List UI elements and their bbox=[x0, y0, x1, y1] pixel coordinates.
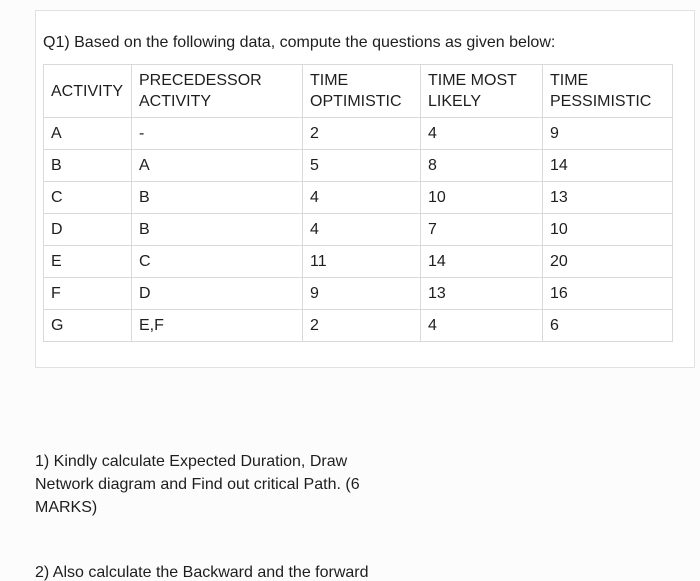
table-cell: C bbox=[43, 181, 132, 214]
column-header-time-optimistic: TIME OPTIMISTIC bbox=[302, 64, 421, 118]
table-row-c: C B 4 10 13 bbox=[43, 181, 673, 214]
question-2: 2) Also calculate the Backward and the f… bbox=[35, 564, 369, 581]
table-cell: 10 bbox=[420, 181, 543, 214]
table-cell: E,F bbox=[131, 309, 303, 342]
table-cell: 4 bbox=[302, 213, 421, 246]
table-cell: C bbox=[131, 245, 303, 278]
table-cell: D bbox=[43, 213, 132, 246]
column-header-time-most-likely: TIME MOST LIKELY bbox=[420, 64, 543, 118]
table-cell: E bbox=[43, 245, 132, 278]
table-cell: 2 bbox=[302, 117, 421, 150]
table-cell: A bbox=[43, 117, 132, 150]
table-cell: 7 bbox=[420, 213, 543, 246]
table-row-a: A - 2 4 9 bbox=[43, 117, 673, 150]
table-cell: - bbox=[131, 117, 303, 150]
table-row-e: E C 11 14 20 bbox=[43, 245, 673, 278]
table-cell: 14 bbox=[420, 245, 543, 278]
table-cell: 4 bbox=[302, 181, 421, 214]
table-cell: 6 bbox=[542, 309, 673, 342]
table-cell: B bbox=[43, 149, 132, 182]
table-cell: D bbox=[131, 277, 303, 310]
table-cell: 9 bbox=[302, 277, 421, 310]
table-cell: 9 bbox=[542, 117, 673, 150]
table-cell: 2 bbox=[302, 309, 421, 342]
table-cell: B bbox=[131, 181, 303, 214]
table-cell: 4 bbox=[420, 309, 543, 342]
activity-table: ACTIVITY PRECEDESSOR ACTIVITY TIME OPTIM… bbox=[43, 64, 673, 342]
table-cell: 4 bbox=[420, 117, 543, 150]
table-row-b: B A 5 8 14 bbox=[43, 149, 673, 182]
table-cell: 16 bbox=[542, 277, 673, 310]
table-row-f: F D 9 13 16 bbox=[43, 277, 673, 310]
question-list: 1) Kindly calculate Expected Duration, D… bbox=[35, 427, 435, 581]
question-title: Q1) Based on the following data, compute… bbox=[43, 34, 556, 51]
table-cell: B bbox=[131, 213, 303, 246]
table-row-d: D B 4 7 10 bbox=[43, 213, 673, 246]
column-header-predecessor-activity: PRECEDESSOR ACTIVITY bbox=[131, 64, 303, 118]
question-card: Q1) Based on the following data, compute… bbox=[35, 10, 695, 368]
table-cell: F bbox=[43, 277, 132, 310]
table-cell: 20 bbox=[542, 245, 673, 278]
table-cell: 8 bbox=[420, 149, 543, 182]
table-cell: 13 bbox=[420, 277, 543, 310]
table-cell: 13 bbox=[542, 181, 673, 214]
header-row: ACTIVITY PRECEDESSOR ACTIVITY TIME OPTIM… bbox=[43, 64, 673, 118]
table-cell: 11 bbox=[302, 245, 421, 278]
column-header-activity: ACTIVITY bbox=[43, 64, 132, 118]
table-cell: 10 bbox=[542, 213, 673, 246]
column-header-time-pessimistic: TIME PESSIMISTIC bbox=[542, 64, 673, 118]
question-1: 1) Kindly calculate Expected Duration, D… bbox=[35, 453, 360, 516]
table-cell: A bbox=[131, 149, 303, 182]
table-cell: G bbox=[43, 309, 132, 342]
table-cell: 5 bbox=[302, 149, 421, 182]
table-row-g: G E,F 2 4 6 bbox=[43, 309, 673, 342]
table-cell: 14 bbox=[542, 149, 673, 182]
